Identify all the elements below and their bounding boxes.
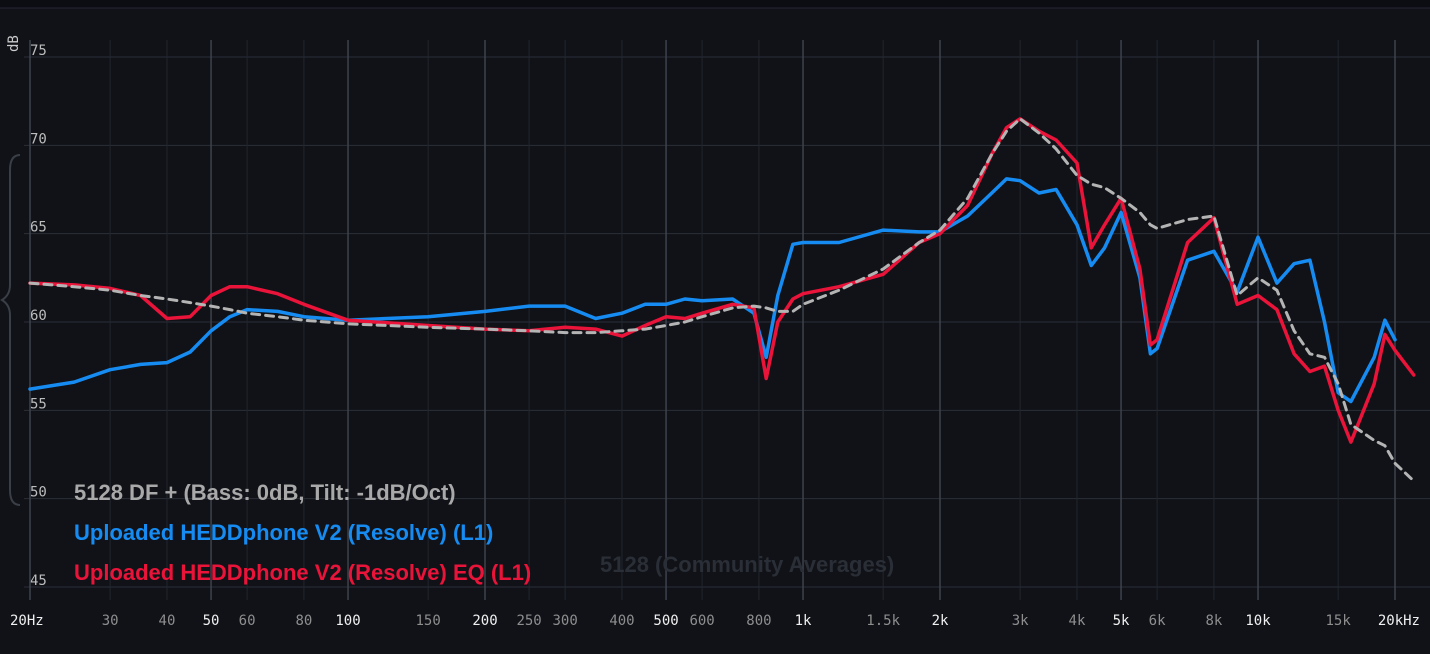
x-tick-label: 30 [102, 613, 119, 629]
x-tick-label: 50 [203, 613, 220, 629]
series-line [28, 177, 1397, 404]
x-tick-label: 400 [609, 613, 634, 629]
legend-entry: Uploaded HEDDphone V2 (Resolve) (L1) [74, 520, 493, 545]
bracket [0, 154, 21, 506]
y-tick-label: 55 [30, 396, 47, 412]
series-line [28, 117, 1416, 483]
legend-entry: Uploaded HEDDphone V2 (Resolve) EQ (L1) [74, 560, 531, 585]
x-tick-label: 200 [472, 613, 497, 629]
x-tick-label: 1.5k [866, 613, 900, 629]
x-tick-label: 250 [516, 613, 541, 629]
x-tick-label: 8k [1206, 613, 1223, 629]
x-tick-label: 4k [1069, 613, 1086, 629]
x-tick-label: 10k [1245, 613, 1271, 629]
x-tick-label: 6k [1149, 613, 1166, 629]
x-tick-label: 800 [746, 613, 771, 629]
x-tick-label: 1k [795, 613, 812, 629]
x-tick-label: 100 [335, 613, 360, 629]
x-tick-label: 150 [416, 613, 441, 629]
series-line [28, 117, 1416, 444]
top-bar [0, 0, 1430, 8]
x-tick-label: 500 [653, 613, 678, 629]
x-tick-label: 40 [159, 613, 176, 629]
y-tick-label: 75 [30, 43, 47, 59]
x-tick-label: 600 [689, 613, 714, 629]
x-tick-label: 60 [239, 613, 256, 629]
x-tick-label: 20Hz [10, 613, 44, 629]
x-tick-label: 3k [1012, 613, 1029, 629]
y-tick-label: 65 [30, 220, 47, 236]
y-tick-label: 45 [30, 573, 47, 589]
x-tick-label: 15k [1326, 613, 1352, 629]
watermark: 5128 (Community Averages) [600, 552, 894, 577]
x-tick-label: 20kHz [1378, 613, 1420, 629]
x-tick-label: 300 [552, 613, 577, 629]
x-tick-label: 80 [296, 613, 313, 629]
y-tick-label: 50 [30, 485, 47, 501]
legend-entry: 5128 DF + (Bass: 0dB, Tilt: -1dB/Oct) [74, 480, 456, 505]
y-tick-label: 70 [30, 131, 47, 147]
y-axis-label: dB [6, 35, 22, 52]
y-tick-label: 60 [30, 308, 47, 324]
x-tick-label: 5k [1113, 613, 1130, 629]
x-tick-label: 2k [932, 613, 949, 629]
